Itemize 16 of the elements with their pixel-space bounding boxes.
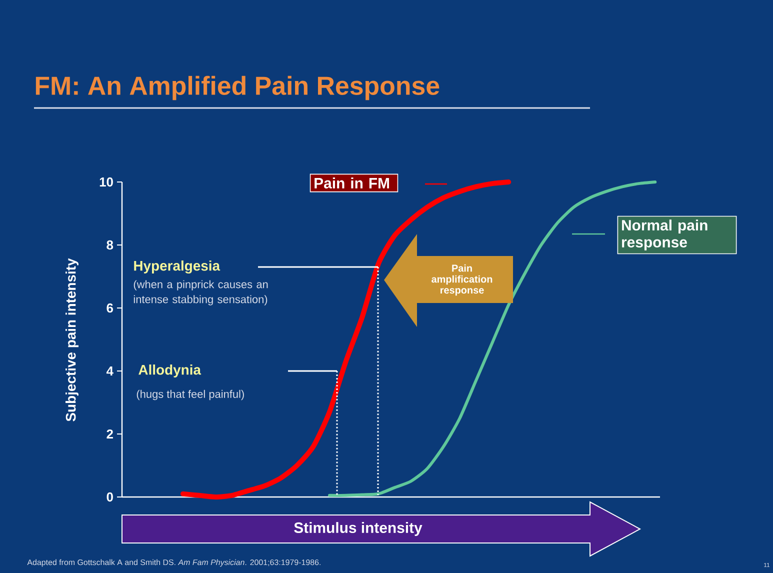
annotation: Allodynia	[138, 364, 202, 378]
y-tick-label: 4	[106, 366, 114, 376]
y-axis-title: Subjective pain intensity	[66, 258, 78, 422]
text: Pain in FM	[314, 178, 389, 188]
y-tick-label: 2	[106, 429, 113, 439]
annotation: (hugs that feel painful)	[136, 390, 244, 400]
x-axis-title: Stimulus intensity	[294, 522, 422, 536]
annotation: Hyperalgesia	[134, 260, 220, 274]
legend-label: Normal pain response	[622, 220, 708, 250]
y-tick-label: 8	[106, 240, 114, 250]
chart-title: FM: An Amplified Pain Response	[36, 76, 440, 100]
annotation: Pain amplification response	[432, 264, 492, 296]
y-tick-label: 0	[106, 492, 113, 502]
y-tick-label: 6	[106, 303, 114, 313]
annotation: (when a pinprick causes an intense stabbing sensation)	[134, 280, 268, 306]
y-tick-label: 10	[100, 177, 113, 187]
